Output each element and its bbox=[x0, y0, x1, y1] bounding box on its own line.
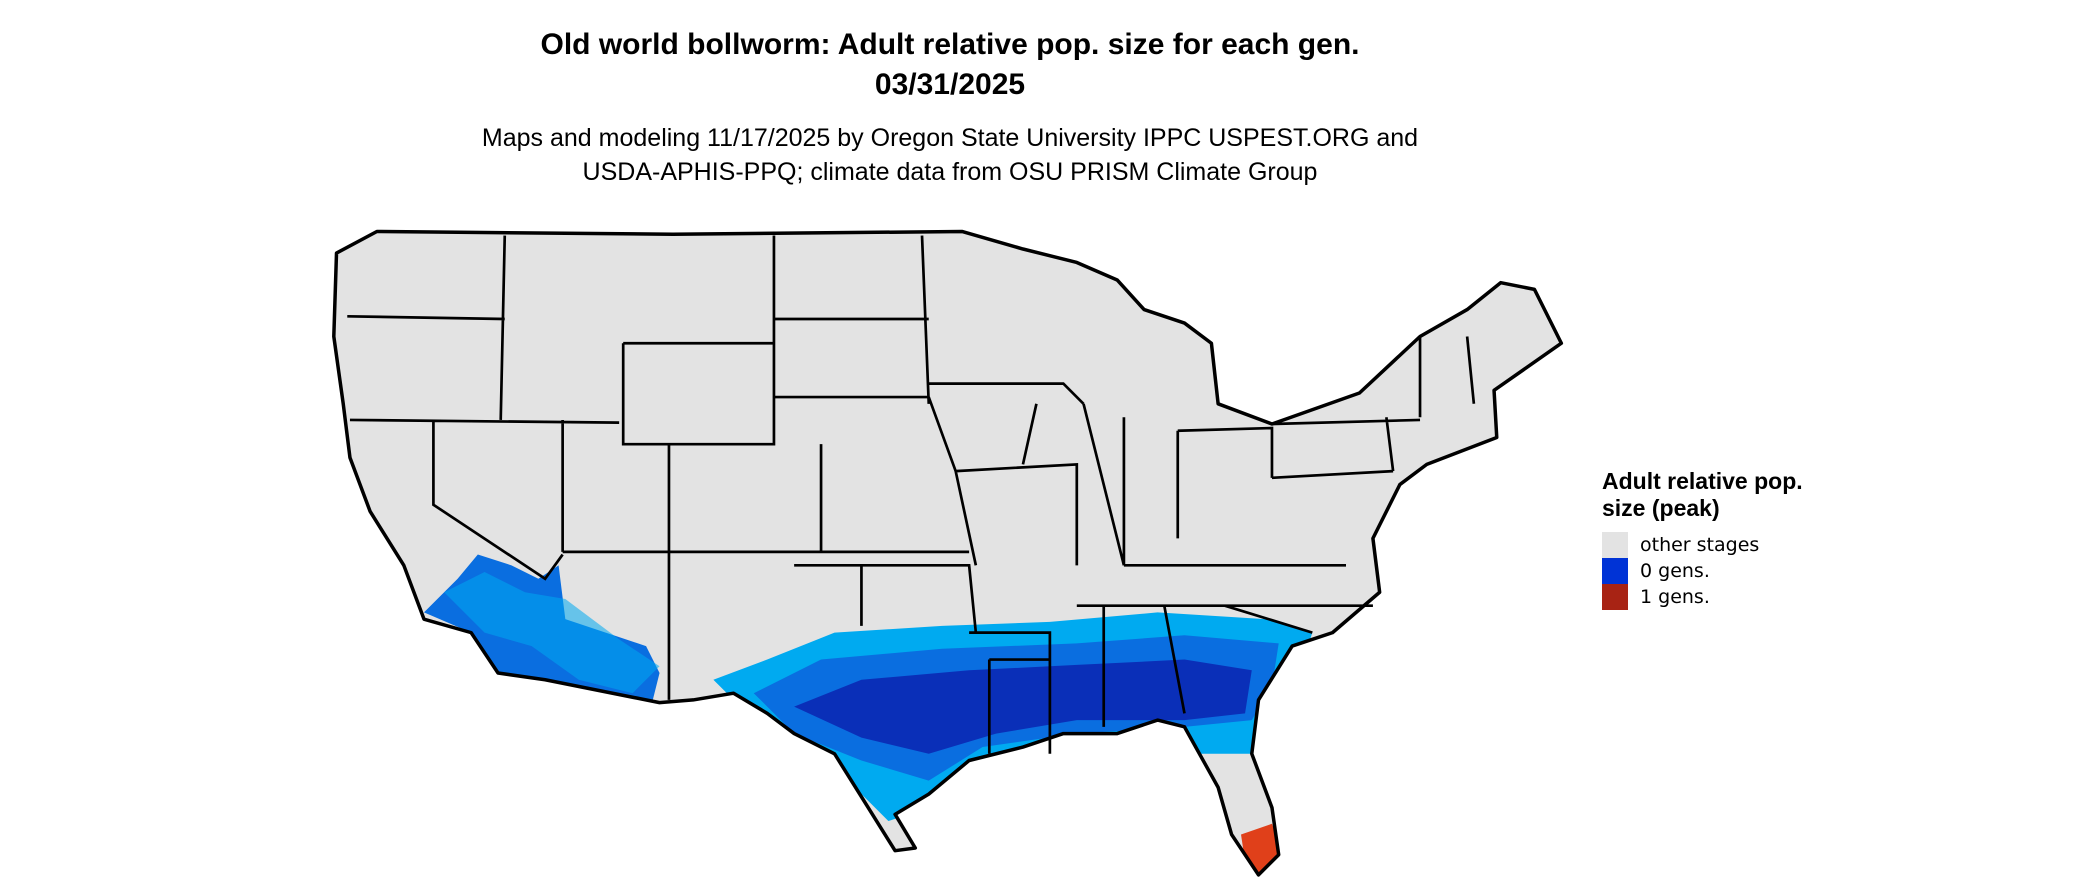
legend-label: 1 gens. bbox=[1640, 586, 1710, 608]
state-boundaries bbox=[347, 235, 1476, 754]
legend-swatch bbox=[1602, 558, 1628, 584]
legend-item-0-gens: 0 gens. bbox=[1602, 558, 1822, 584]
legend-item-1-gens: 1 gens. bbox=[1602, 584, 1822, 610]
map-credit-line2: USDA-APHIS-PPQ; climate data from OSU PR… bbox=[582, 158, 1318, 186]
legend-item-other-stages: other stages bbox=[1602, 532, 1822, 558]
southwest-light bbox=[444, 572, 660, 694]
map-title: Old world bollworm: Adult relative pop. … bbox=[540, 28, 1360, 61]
us-outline bbox=[332, 229, 1564, 877]
legend: Adult relative pop. size (peak) other st… bbox=[1602, 468, 1822, 610]
legend-label: 0 gens. bbox=[1640, 560, 1710, 582]
map-date: 03/31/2025 bbox=[874, 68, 1026, 101]
gulf-core bbox=[794, 659, 1252, 754]
legend-label: other stages bbox=[1640, 534, 1760, 556]
legend-swatch bbox=[1602, 532, 1628, 558]
legend-title: Adult relative pop. size (peak) bbox=[1602, 468, 1803, 521]
map-credit-line1: Maps and modeling 11/17/2025 by Oregon S… bbox=[481, 124, 1419, 152]
legend-swatch bbox=[1602, 584, 1628, 610]
